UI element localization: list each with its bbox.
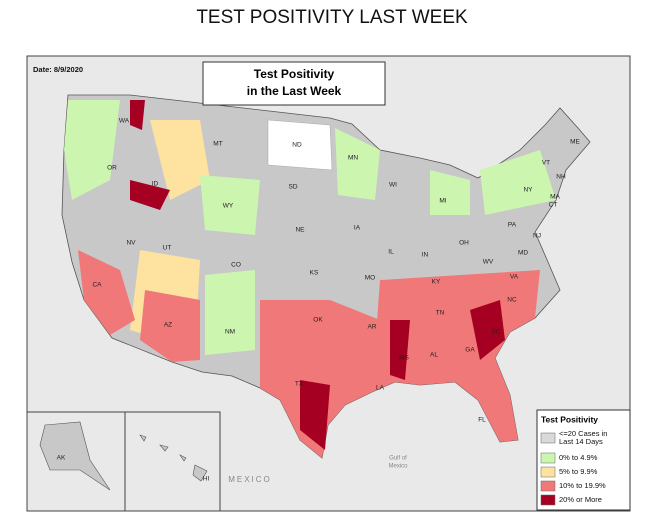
state-label: NJ [533, 233, 541, 240]
state-label: OH [459, 240, 469, 247]
state-label: AK [57, 455, 66, 462]
legend-label: Last 14 Days [559, 437, 603, 446]
state-label: VA [510, 274, 519, 281]
state-label: WY [223, 203, 234, 210]
legend-label: 20% or More [559, 495, 602, 504]
title-box [202, 61, 386, 106]
region [200, 175, 260, 235]
state-label: MO [365, 275, 375, 282]
page-title: TEST POSITIVITY LAST WEEK [196, 7, 468, 28]
state-label: KS [310, 270, 319, 277]
state-label: IA [354, 225, 361, 232]
state-label: IL [388, 249, 394, 256]
region [140, 290, 200, 362]
legend-swatch [540, 466, 556, 478]
legend-label: 10% to 19.9% [559, 481, 606, 490]
state-label: HI [203, 476, 210, 483]
state-label: KY [432, 279, 441, 286]
state-label: NV [126, 240, 136, 247]
legend-label: 0% to 4.9% [559, 453, 598, 462]
water-label: Mexico [388, 464, 408, 470]
state-label: CT [549, 202, 558, 209]
state-label: NH [556, 174, 566, 181]
state-label: AL [430, 352, 438, 359]
state-label: WV [483, 259, 494, 266]
region [430, 150, 556, 215]
state-label: OR [107, 165, 117, 172]
state-label: MT [213, 141, 222, 148]
state-label: ID [152, 181, 159, 188]
state-label: MS [399, 355, 409, 362]
region [300, 380, 330, 450]
legend-swatch [540, 432, 556, 444]
state-label: UT [163, 245, 172, 252]
state-label: AZ [164, 322, 172, 329]
state-label: VT [542, 160, 550, 167]
state-label: NC [507, 297, 517, 304]
state-label: IN [422, 252, 429, 259]
state-label: MI [439, 198, 446, 205]
state-label: SD [288, 184, 297, 191]
state-label: TX [295, 381, 304, 388]
state-label: OK [313, 317, 323, 324]
region [267, 119, 333, 171]
box-title: in the Last Week [247, 84, 342, 98]
state-label: MN [348, 155, 358, 162]
state-label: TN [436, 310, 445, 317]
state-label: FL [478, 417, 486, 424]
state-label: ME [570, 139, 580, 146]
region [335, 128, 380, 200]
inset-frame [124, 411, 221, 512]
state-label: WI [389, 182, 397, 189]
state-label: WA [119, 118, 130, 125]
box-title: Test Positivity [254, 67, 335, 81]
state-label: NE [295, 227, 305, 234]
legend-swatch [540, 452, 556, 464]
state-label: MA [550, 194, 560, 201]
legend-label: 5% to 9.9% [559, 467, 598, 476]
state-label: NM [225, 329, 235, 336]
state-label: SC [491, 329, 500, 336]
state-label: LA [376, 385, 385, 392]
alaska [39, 421, 111, 491]
region [64, 100, 120, 200]
region [260, 300, 380, 458]
region [390, 300, 505, 380]
state-label: CO [231, 262, 241, 269]
state-label: CA [92, 282, 102, 289]
legend-swatch [540, 480, 556, 492]
date: Date: 8/9/2020 [33, 65, 83, 74]
region [205, 270, 255, 355]
region [130, 100, 170, 210]
water-label: Gulf of [389, 456, 407, 462]
legend-swatch [540, 494, 556, 506]
state-label: AR [367, 324, 376, 331]
region [150, 120, 210, 200]
region [78, 250, 135, 335]
legend-label: <=20 Cases in [559, 429, 607, 438]
country-label: MEXICO [228, 475, 272, 484]
hawaii [139, 434, 208, 482]
legend-title: Test Positivity [541, 414, 598, 424]
state-label: NY [523, 187, 533, 194]
state-label: GA [465, 347, 475, 354]
state-label: ND [292, 142, 302, 149]
state-label: MD [518, 250, 528, 257]
state-label: PA [508, 222, 517, 229]
